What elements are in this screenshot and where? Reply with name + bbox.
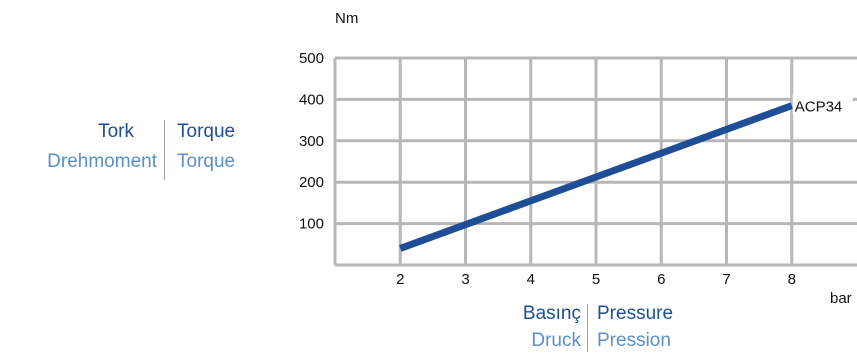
y-title-separator	[164, 120, 165, 180]
y-tick-label: 100	[299, 216, 324, 233]
y-title-en: Torque	[177, 121, 236, 142]
x-title-de: Druck	[531, 330, 581, 351]
y-tick-label: 400	[299, 91, 324, 108]
x-tick-label: 5	[592, 271, 600, 288]
x-tick-label: 3	[461, 271, 469, 288]
grid-layer	[333, 56, 857, 267]
y-title-fr: Torque	[177, 151, 236, 172]
x-tick-label: 4	[527, 271, 535, 288]
y-axis-unit: Nm	[335, 10, 358, 27]
y-title-tr: Tork	[98, 121, 134, 142]
x-title-fr: Pression	[597, 330, 671, 351]
x-title-separator	[587, 304, 588, 352]
x-tick-label: 7	[722, 271, 730, 288]
y-tick-label: 500	[299, 50, 324, 67]
x-axis-unit: bar	[830, 290, 852, 307]
y-title-de: Drehmoment	[47, 151, 157, 172]
x-title-en: Pressure	[597, 303, 674, 324]
series-layer: ACP34	[399, 94, 853, 252]
x-title-tr: Basınç	[522, 303, 581, 324]
tick-labels: 100 200 300 400 500 2 3 4 5 6 7 8	[299, 50, 796, 288]
series-label: ACP34	[795, 99, 843, 116]
y-tick-label: 300	[299, 133, 324, 150]
x-tick-label: 6	[657, 271, 665, 288]
x-tick-label: 2	[396, 271, 404, 288]
series-line-acp34	[399, 102, 793, 252]
y-tick-label: 200	[299, 174, 324, 191]
x-tick-label: 8	[788, 271, 796, 288]
series-label-bg	[792, 94, 853, 115]
